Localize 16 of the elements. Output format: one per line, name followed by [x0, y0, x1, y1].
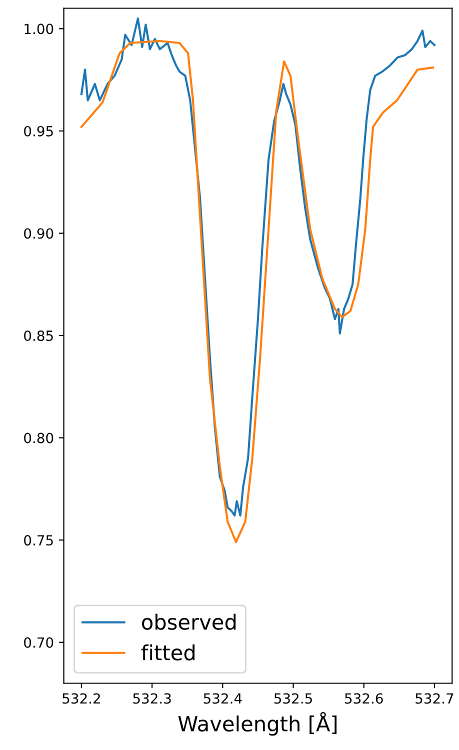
legend-label: fitted — [141, 644, 194, 660]
y-tick-label: 0.80 — [24, 432, 54, 444]
x-tick-label: 532.2 — [62, 693, 100, 704]
x-tick-label: 532.3 — [133, 693, 171, 704]
legend-label: observed — [142, 614, 236, 630]
y-tick-label: 1.00 — [24, 24, 54, 34]
y-tick-label: 0.70 — [24, 637, 54, 648]
y-tick-label: 0.75 — [24, 535, 53, 546]
y-tick-label: 0.85 — [24, 330, 53, 341]
x-tick-label: 532.4 — [204, 693, 242, 704]
x-tick-label: 532.5 — [274, 693, 312, 704]
y-tick-label: 0.95 — [24, 126, 53, 136]
x-axis-title: Wavelength [Å] — [178, 712, 337, 736]
x-tick-label: 532.6 — [345, 693, 383, 704]
x-tick-label: 532.7 — [416, 693, 454, 704]
y-tick-label: 0.90 — [24, 228, 54, 239]
